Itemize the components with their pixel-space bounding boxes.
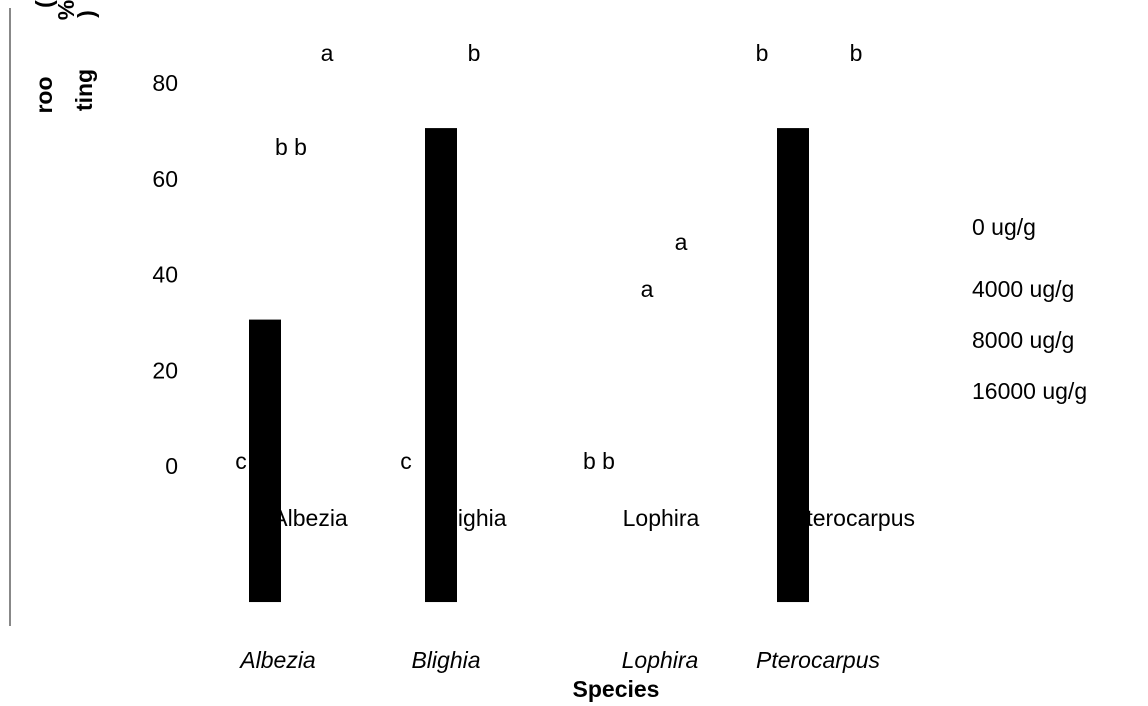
legend-label: 0 ug/g <box>972 214 1036 240</box>
bar <box>777 128 809 603</box>
bar <box>249 319 281 603</box>
annotation: a <box>641 276 654 302</box>
bar <box>425 128 457 603</box>
y-axis-label-fragment: % <box>53 0 79 20</box>
annotation: c <box>235 448 247 474</box>
y-tick-label: 60 <box>152 166 178 192</box>
annotation: b <box>850 40 863 66</box>
y-axis-label: roo <box>31 76 57 113</box>
annotation: a <box>675 229 688 255</box>
annotation: b <box>756 40 769 66</box>
legend-label: 8000 ug/g <box>972 327 1074 353</box>
x-tick-label: Pterocarpus <box>756 647 881 673</box>
y-tick-label: 40 <box>152 262 178 288</box>
annotation: a <box>321 40 334 66</box>
x-tick-label: Albezia <box>238 647 315 673</box>
y-tick-label: 80 <box>152 70 178 96</box>
inner-label: Pterocarpus <box>791 505 915 531</box>
legend-label: 16000 ug/g <box>972 378 1087 404</box>
inner-label: Albezia <box>272 505 348 531</box>
x-tick-label: Blighia <box>411 647 480 673</box>
y-axis-label-fragment: ( <box>31 0 57 8</box>
y-axis-label: ting <box>71 69 97 111</box>
annotation: b b <box>275 134 307 160</box>
annotation: b b <box>583 448 615 474</box>
x-axis-label: Species <box>573 676 660 702</box>
y-axis-label-fragment: ) <box>73 10 99 18</box>
annotation: b <box>468 40 481 66</box>
inner-label: Lophira <box>623 505 700 531</box>
x-tick-label: Lophira <box>622 647 699 673</box>
y-tick-label: 20 <box>152 357 178 383</box>
legend-label: 4000 ug/g <box>972 276 1074 302</box>
y-tick-label: 0 <box>165 453 178 479</box>
annotation: c <box>400 448 412 474</box>
